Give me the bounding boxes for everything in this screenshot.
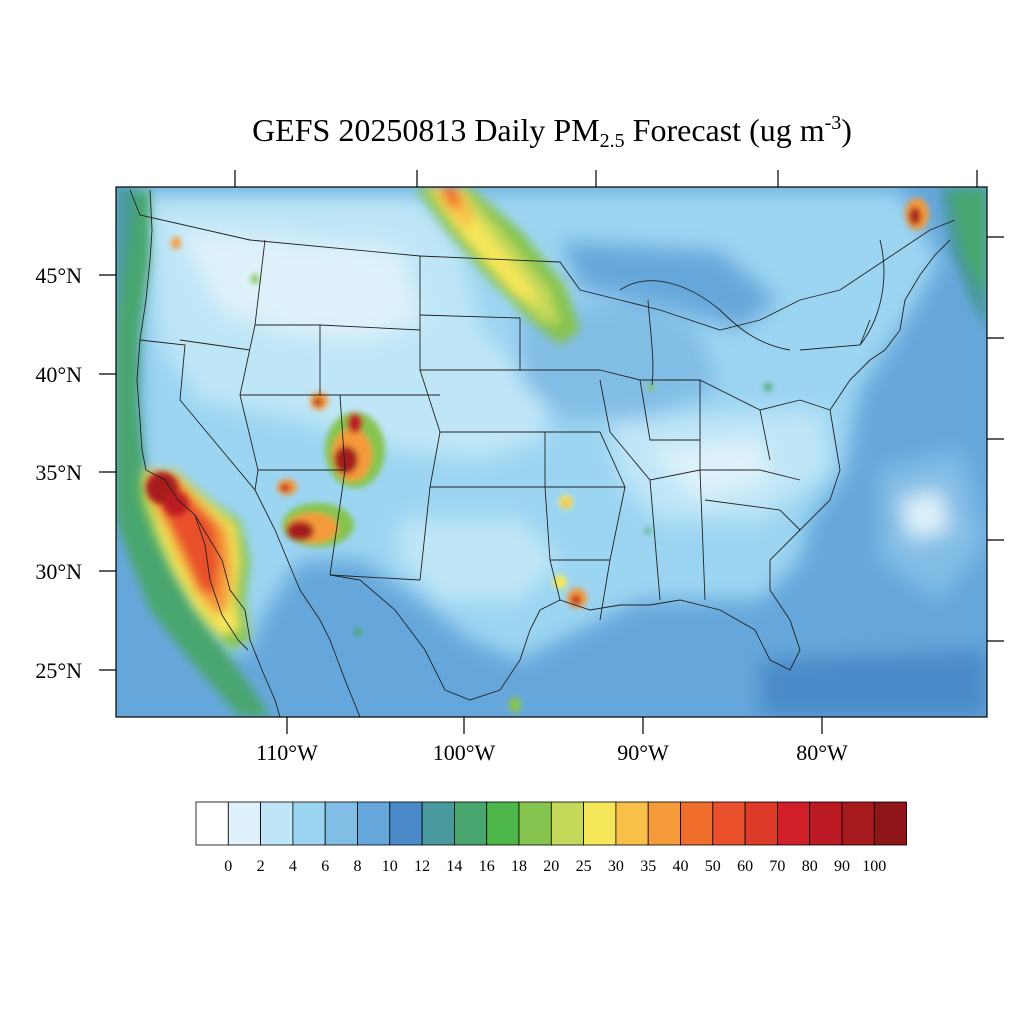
lat-label: 45°N <box>35 263 82 288</box>
colorbar-box <box>227 801 262 846</box>
colorbar-box <box>744 801 778 846</box>
colorbar-label: 60 <box>737 858 753 875</box>
colorbar-label: 100 <box>862 858 886 875</box>
lon-label: 80°W <box>796 740 848 765</box>
colorbar-label: 80 <box>802 858 818 875</box>
colorbar-box <box>486 801 520 846</box>
colorbar-box <box>873 801 907 846</box>
colorbar-label: 35 <box>640 858 656 875</box>
bottom-ticks <box>286 717 823 734</box>
colorbar-box <box>777 801 811 846</box>
lon-label: 110°W <box>256 740 318 765</box>
colorbar-box <box>453 801 488 846</box>
colorbar-box <box>195 801 229 846</box>
colorbar-box <box>260 801 294 846</box>
colorbar-box <box>389 801 423 846</box>
colorbar-label: 20 <box>543 858 559 875</box>
colorbar-box <box>680 801 714 846</box>
colorbar-label: 6 <box>321 858 329 875</box>
lat-label: 40°N <box>35 362 82 387</box>
colorbar-box <box>421 801 455 846</box>
colorbar-box <box>292 801 326 846</box>
left-ticks <box>99 274 116 671</box>
colorbar-label: 16 <box>479 858 495 875</box>
lon-label: 100°W <box>433 740 496 765</box>
colorbar-box <box>809 801 843 846</box>
colorbar-box <box>712 801 746 846</box>
colorbar-box <box>518 801 552 846</box>
colorbar-label: 2 <box>257 858 265 875</box>
map-frame <box>115 186 988 718</box>
boundaries <box>129 189 956 717</box>
lat-label: 25°N <box>35 658 82 683</box>
lat-label: 30°N <box>35 559 82 584</box>
colorbar-label: 8 <box>354 858 362 875</box>
lon-label: 90°W <box>617 740 669 765</box>
colorbar-label: 90 <box>834 858 850 875</box>
colorbar-label: 30 <box>608 858 624 875</box>
colorbar-label: 70 <box>769 858 785 875</box>
colorbar-label: 25 <box>576 858 592 875</box>
colorbar-box <box>583 801 617 846</box>
colorbar-box <box>324 801 358 846</box>
concentration-field <box>116 187 987 717</box>
colorbar-label: 12 <box>414 858 430 875</box>
colorbar-box <box>615 801 649 846</box>
colorbar-label: 0 <box>224 858 232 875</box>
colorbar-label: 40 <box>673 858 689 875</box>
colorbar-label: 10 <box>382 858 398 875</box>
colorbar-label: 18 <box>511 858 527 875</box>
top-ticks <box>234 170 978 187</box>
colorbar-box <box>647 801 681 846</box>
colorbar-box <box>357 801 391 846</box>
colorbar-label: 14 <box>446 858 462 875</box>
colorbar-label: 50 <box>705 858 721 875</box>
colorbar-box <box>841 801 875 846</box>
right-ticks <box>987 236 1004 642</box>
map-title: GEFS 20250813 Daily PM2.5 Forecast (ug m… <box>252 112 852 152</box>
colorbar-box <box>550 801 584 846</box>
colorbar: 0 2 4 6 8 10 12 14 16 18 20 25 30 35 40 50 60 70 80 90 100 <box>195 801 907 875</box>
colorbar-label: 4 <box>289 858 297 875</box>
lat-label: 35°N <box>35 460 82 485</box>
